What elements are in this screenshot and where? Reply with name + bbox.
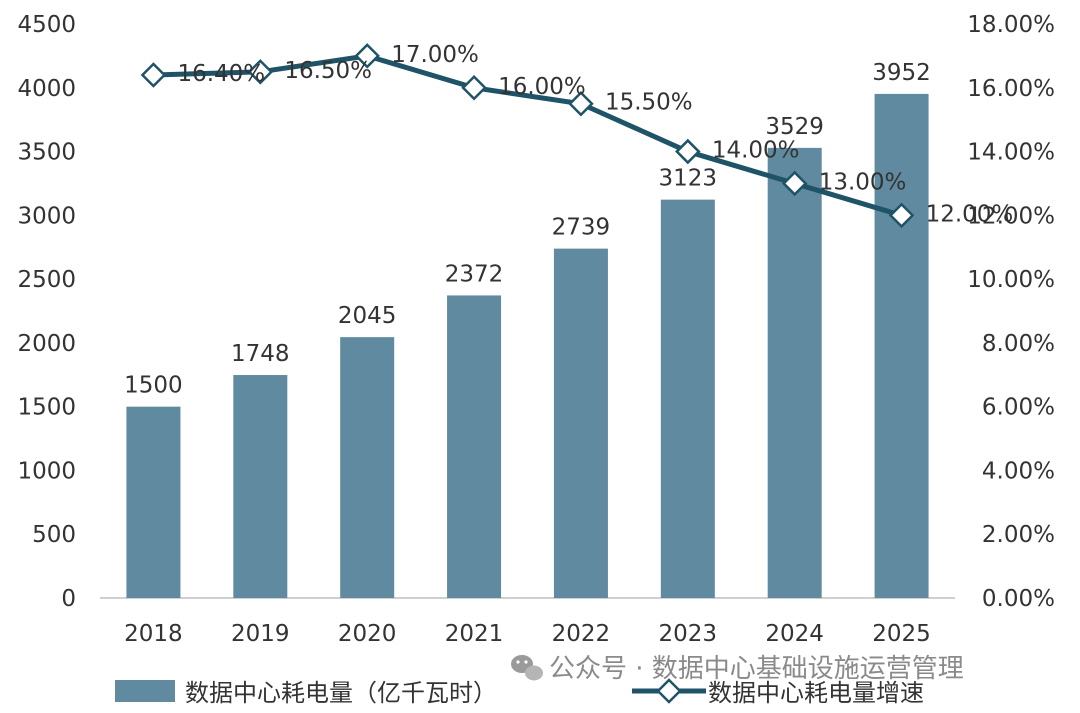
right-tick-label: 12.00% <box>967 203 1055 229</box>
left-tick-label: 4500 <box>17 12 76 38</box>
right-axis-ticks: 0.00% 2.00% 4.00% 6.00% 8.00% 10.00% 12.00% 14.… <box>967 12 1055 612</box>
bar-data-label: 3123 <box>659 166 718 192</box>
line-data-label: 14.00% <box>712 138 800 164</box>
line-data-label: 16.50% <box>284 58 372 84</box>
bar <box>553 248 608 598</box>
bar <box>233 375 288 598</box>
bar <box>767 147 822 598</box>
line-data-label: 16.00% <box>498 74 586 100</box>
left-tick-label: 4000 <box>17 76 76 102</box>
x-tick-label: 2018 <box>124 621 183 647</box>
line-point <box>140 62 167 88</box>
right-tick-label: 18.00% <box>967 12 1055 38</box>
bar-data-label: 3952 <box>872 60 931 86</box>
left-tick-label: 2000 <box>17 331 76 357</box>
right-tick-label: 2.00% <box>982 522 1055 548</box>
line-data-label: 12.00% <box>926 201 1014 227</box>
bar-data-label: 2045 <box>338 303 397 329</box>
bar-data-label: 1500 <box>124 373 183 399</box>
line-point <box>781 170 808 197</box>
line-point <box>461 75 487 101</box>
left-tick-label: 0 <box>61 586 76 612</box>
line-point <box>888 202 915 229</box>
x-tick-label: 2019 <box>231 621 290 647</box>
bar-data-label: 3529 <box>765 114 824 140</box>
x-tick-label: 2025 <box>872 621 931 647</box>
line-data-label: 17.00% <box>391 42 479 68</box>
bar-series <box>126 93 929 599</box>
bar-data-label: 1748 <box>231 341 290 367</box>
bar-data-label: 2739 <box>552 215 611 241</box>
legend-label-bar: 数据中心耗电量（亿千瓦时） <box>185 679 497 707</box>
left-tick-label: 500 <box>32 522 76 548</box>
x-tick-label: 2023 <box>659 621 718 647</box>
x-tick-label: 2022 <box>552 621 611 647</box>
left-tick-label: 1500 <box>17 395 76 421</box>
left-axis-ticks: 0 500 1000 1500 2000 2500 3000 3500 4000 4500 <box>17 12 76 612</box>
line-point <box>247 59 274 85</box>
legend-swatch-bar <box>115 680 175 702</box>
x-tick-label: 2024 <box>765 621 824 647</box>
line-point <box>568 90 594 117</box>
legend: 数据中心耗电量（亿千瓦时） 数据中心耗电量增速 <box>115 678 924 707</box>
right-tick-label: 14.00% <box>967 140 1055 166</box>
right-tick-label: 0.00% <box>982 586 1055 612</box>
legend-label-line: 数据中心耗电量增速 <box>708 679 924 707</box>
left-tick-label: 3500 <box>17 140 76 166</box>
line-data-label: 13.00% <box>819 169 907 195</box>
right-tick-label: 4.00% <box>982 458 1055 484</box>
line-data-label: 15.50% <box>605 90 693 116</box>
bar <box>126 406 181 598</box>
x-tick-label: 2020 <box>338 621 397 647</box>
line-data-label: 16.40% <box>177 61 265 87</box>
bar-data-label: 2372 <box>445 261 504 287</box>
line-point <box>675 138 701 165</box>
legend-marker-diamond <box>656 678 682 704</box>
watermark-text: 公众号 · 数据中心基础设施运营管理 <box>549 654 964 684</box>
bar <box>874 93 929 598</box>
right-tick-label: 16.00% <box>967 76 1055 102</box>
watermark: 公众号 · 数据中心基础设施运营管理 <box>511 654 964 684</box>
right-tick-label: 6.00% <box>982 395 1055 421</box>
right-tick-label: 10.00% <box>967 267 1055 293</box>
wechat-icon <box>511 655 543 681</box>
left-tick-label: 2500 <box>17 267 76 293</box>
left-tick-label: 1000 <box>17 458 76 484</box>
bar <box>660 199 715 599</box>
bar <box>447 295 502 598</box>
growth-line <box>153 53 903 218</box>
bar <box>340 337 395 598</box>
right-tick-label: 8.00% <box>982 331 1055 357</box>
line-data-labels: 16.40% 16.50% 17.00% 16.00% 15.50% 14.00% 13.0… <box>177 42 1013 227</box>
left-tick-label: 3000 <box>17 203 76 229</box>
x-axis-ticks: 2018 2019 2020 2021 2022 2023 2024 2025 <box>124 621 931 647</box>
line-series <box>140 43 915 229</box>
x-tick-label: 2021 <box>445 621 504 647</box>
line-point <box>354 43 380 69</box>
bar-data-labels: 1500 1748 2045 2372 2739 3123 3529 3952 <box>124 60 931 399</box>
